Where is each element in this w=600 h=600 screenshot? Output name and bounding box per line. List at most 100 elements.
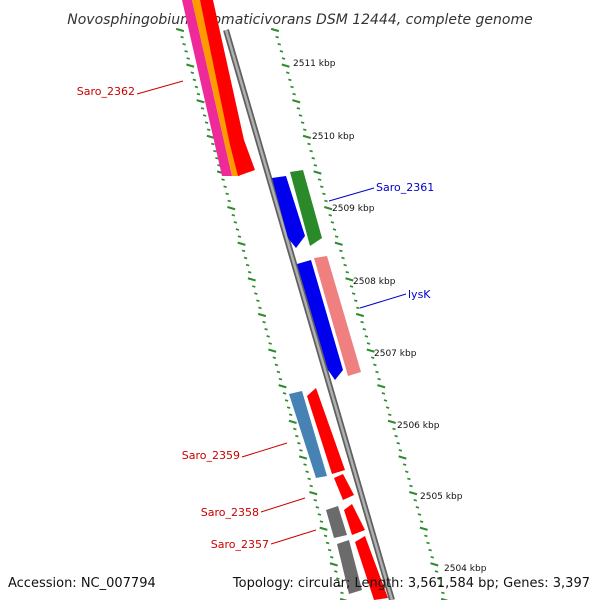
tick-dot-outer <box>364 335 369 338</box>
tick-dot-outer <box>409 484 413 488</box>
genome-title: Novosphingobium aromaticivorans DSM 1244… <box>67 12 532 28</box>
tick-dot-outer <box>275 35 279 39</box>
tick-dot-outer <box>375 370 379 374</box>
tick-dot-inner <box>241 249 246 253</box>
gene-bar-gray-1[interactable] <box>326 506 347 538</box>
gene-bar-red-top[interactable] <box>200 0 255 176</box>
tick-dot-inner <box>194 85 199 89</box>
gene-bar-steelblue[interactable] <box>289 391 327 478</box>
tick-dot-inner <box>243 256 248 260</box>
tick-dot-outer <box>292 99 301 104</box>
genome-summary-text: Topology: circular; Length: 3,561,584 bp… <box>232 576 590 591</box>
tick-dot-outer <box>355 312 365 318</box>
tick-dot-outer <box>373 363 377 367</box>
tick-dot-inner <box>252 285 256 288</box>
tick-dot-outer <box>281 63 290 68</box>
tick-dot-outer <box>360 320 364 324</box>
tick-dot-inner <box>182 43 186 46</box>
tick-dot-outer <box>387 413 392 416</box>
tick-label-2507: 2507 kbp <box>374 349 417 359</box>
tick-dot-outer <box>426 541 430 545</box>
tick-dot-inner <box>186 57 190 60</box>
tick-dot-outer <box>328 214 333 217</box>
tick-dot-inner <box>192 78 197 82</box>
tick-dot-outer <box>298 114 303 117</box>
gene-bar-red-2358[interactable] <box>334 474 354 500</box>
tick-dot-inner <box>204 121 209 124</box>
tick-dot-outer <box>381 392 386 395</box>
gene-label-saro-2361[interactable]: Saro_2361 <box>376 181 434 194</box>
tick-dot-outer <box>366 348 375 353</box>
gene-bar-gray-2[interactable] <box>337 540 362 594</box>
tick-dot-inner <box>286 406 291 409</box>
tick-dot-inner <box>278 377 283 381</box>
tick-dot-inner <box>315 506 320 509</box>
tick-dot-outer <box>362 328 367 331</box>
gene-bar-blue-1[interactable] <box>272 176 305 248</box>
gene-bar-green[interactable] <box>290 170 322 246</box>
tick-dot-inner <box>317 513 322 516</box>
tick-dot-outer <box>377 384 386 389</box>
tick-dot-inner <box>211 142 215 146</box>
tick-dot-outer <box>434 570 439 573</box>
tick-dot-inner <box>297 442 301 445</box>
tick-dot-outer <box>392 427 396 431</box>
gene-bar-blue-2[interactable] <box>297 260 343 380</box>
gene-label-saro-2362[interactable]: Saro_2362 <box>77 85 135 98</box>
gene-bar-red-3[interactable] <box>344 504 365 535</box>
tick-dot-outer <box>356 306 360 310</box>
tick-dot-inner <box>282 392 287 395</box>
tick-dot-inner <box>223 185 227 188</box>
tick-dot-inner <box>233 221 238 224</box>
tick-dot-inner <box>272 356 277 359</box>
leader-line-saro-2358 <box>260 497 306 513</box>
tick-dot-inner <box>340 591 344 595</box>
tick-dot-inner <box>274 363 279 367</box>
tick-dot-outer <box>332 228 337 231</box>
gene-bar-salmon[interactable] <box>314 256 361 376</box>
tick-dot-outer <box>366 342 371 345</box>
leader-line-lysk <box>359 293 407 309</box>
tick-dot-outer <box>313 164 318 167</box>
tick-dot-inner <box>288 413 293 416</box>
gene-label-lysk[interactable]: lysK <box>408 288 431 301</box>
tick-dot-outer <box>270 27 280 33</box>
gene-bar-red-4[interactable] <box>355 536 388 600</box>
tick-dot-inner <box>225 192 229 196</box>
tick-dot-inner <box>336 577 340 580</box>
tick-dot-outer <box>288 78 292 82</box>
tick-dot-inner <box>299 449 303 452</box>
tick-dot-inner <box>175 27 185 33</box>
tick-dot-inner <box>329 562 338 567</box>
tick-dot-outer <box>296 107 301 110</box>
tick-dot-inner <box>180 35 184 39</box>
tick-dot-inner <box>221 178 225 181</box>
gene-bar-red-2359[interactable] <box>307 388 345 474</box>
tick-dot-inner <box>309 491 318 496</box>
gene-label-saro-2359[interactable]: Saro_2359 <box>182 449 240 462</box>
tick-dot-inner <box>247 277 256 282</box>
tick-label-2509: 2509 kbp <box>332 204 375 214</box>
tick-dot-outer <box>419 520 424 523</box>
tick-dot-outer <box>353 299 358 302</box>
tick-dot-outer <box>319 185 324 188</box>
gene-label-saro-2357[interactable]: Saro_2357 <box>211 538 269 551</box>
tick-dot-outer <box>302 134 311 139</box>
tick-dot-inner <box>215 157 219 160</box>
tick-dot-inner <box>325 541 330 545</box>
tick-dot-inner <box>276 370 281 374</box>
gene-label-saro-2358[interactable]: Saro_2358 <box>201 506 259 519</box>
tick-dot-inner <box>278 384 287 389</box>
tick-dot-outer <box>396 442 401 445</box>
tick-dot-outer <box>398 455 407 460</box>
tick-dot-inner <box>227 206 236 211</box>
tick-dot-inner <box>307 477 311 481</box>
tick-dot-outer <box>436 577 441 580</box>
tick-dot-outer <box>387 419 396 424</box>
tick-dot-outer <box>302 128 307 131</box>
gene-bar-pink[interactable] <box>182 0 232 176</box>
tick-dot-outer <box>370 356 375 359</box>
tick-dot-inner <box>264 328 268 331</box>
tick-dot-outer <box>330 221 335 224</box>
tick-label-2511: 2511 kbp <box>293 59 336 69</box>
